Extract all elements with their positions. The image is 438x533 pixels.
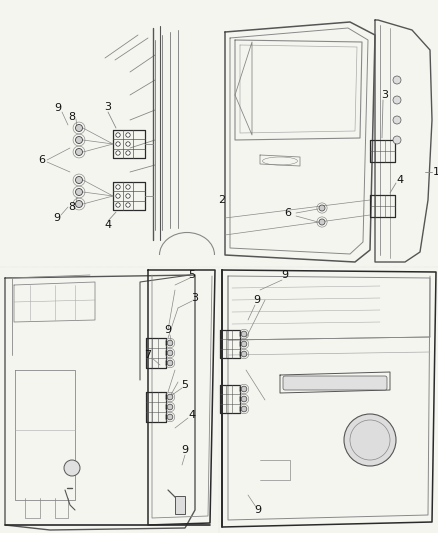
Circle shape xyxy=(344,414,396,466)
Circle shape xyxy=(116,185,120,189)
Circle shape xyxy=(393,76,401,84)
Text: 9: 9 xyxy=(254,295,261,305)
Circle shape xyxy=(75,176,82,183)
Text: 9: 9 xyxy=(54,103,62,113)
Text: 2: 2 xyxy=(219,195,226,205)
Circle shape xyxy=(126,151,130,155)
Circle shape xyxy=(75,149,82,156)
Text: 4: 4 xyxy=(188,410,195,420)
Circle shape xyxy=(126,194,130,198)
Circle shape xyxy=(116,203,120,207)
Circle shape xyxy=(126,142,130,146)
Circle shape xyxy=(393,136,401,144)
Text: 3: 3 xyxy=(191,293,198,303)
Text: 4: 4 xyxy=(396,175,403,185)
Text: 8: 8 xyxy=(68,112,76,122)
Circle shape xyxy=(126,185,130,189)
Circle shape xyxy=(241,331,247,337)
Bar xyxy=(175,496,185,514)
FancyBboxPatch shape xyxy=(283,376,387,390)
Circle shape xyxy=(241,341,247,347)
Circle shape xyxy=(126,133,130,137)
Circle shape xyxy=(241,406,247,412)
Text: 6: 6 xyxy=(285,208,292,218)
Circle shape xyxy=(116,142,120,146)
Circle shape xyxy=(241,351,247,357)
Circle shape xyxy=(167,350,173,356)
Circle shape xyxy=(167,404,173,410)
Circle shape xyxy=(319,205,325,211)
Circle shape xyxy=(116,133,120,137)
Text: 9: 9 xyxy=(164,325,172,335)
Text: 9: 9 xyxy=(53,213,60,223)
Circle shape xyxy=(167,414,173,420)
Text: 3: 3 xyxy=(105,102,112,112)
Text: 3: 3 xyxy=(381,90,389,100)
Circle shape xyxy=(116,151,120,155)
Text: 4: 4 xyxy=(104,220,112,230)
Circle shape xyxy=(75,189,82,196)
Circle shape xyxy=(319,219,325,225)
Circle shape xyxy=(64,460,80,476)
Circle shape xyxy=(241,396,247,402)
Text: 9: 9 xyxy=(254,505,261,515)
Circle shape xyxy=(126,203,130,207)
Text: 1: 1 xyxy=(432,167,438,177)
Text: 9: 9 xyxy=(282,270,289,280)
Circle shape xyxy=(167,340,173,346)
Text: 5: 5 xyxy=(188,270,195,280)
Circle shape xyxy=(393,96,401,104)
Text: 9: 9 xyxy=(181,445,189,455)
Text: 6: 6 xyxy=(39,155,46,165)
Circle shape xyxy=(167,394,173,400)
Text: 5: 5 xyxy=(181,380,188,390)
Text: 7: 7 xyxy=(145,350,152,360)
Text: 8: 8 xyxy=(68,202,76,212)
Circle shape xyxy=(75,200,82,207)
Circle shape xyxy=(75,136,82,143)
Circle shape xyxy=(241,386,247,392)
Circle shape xyxy=(167,360,173,366)
Circle shape xyxy=(75,125,82,132)
Circle shape xyxy=(393,116,401,124)
Circle shape xyxy=(116,194,120,198)
